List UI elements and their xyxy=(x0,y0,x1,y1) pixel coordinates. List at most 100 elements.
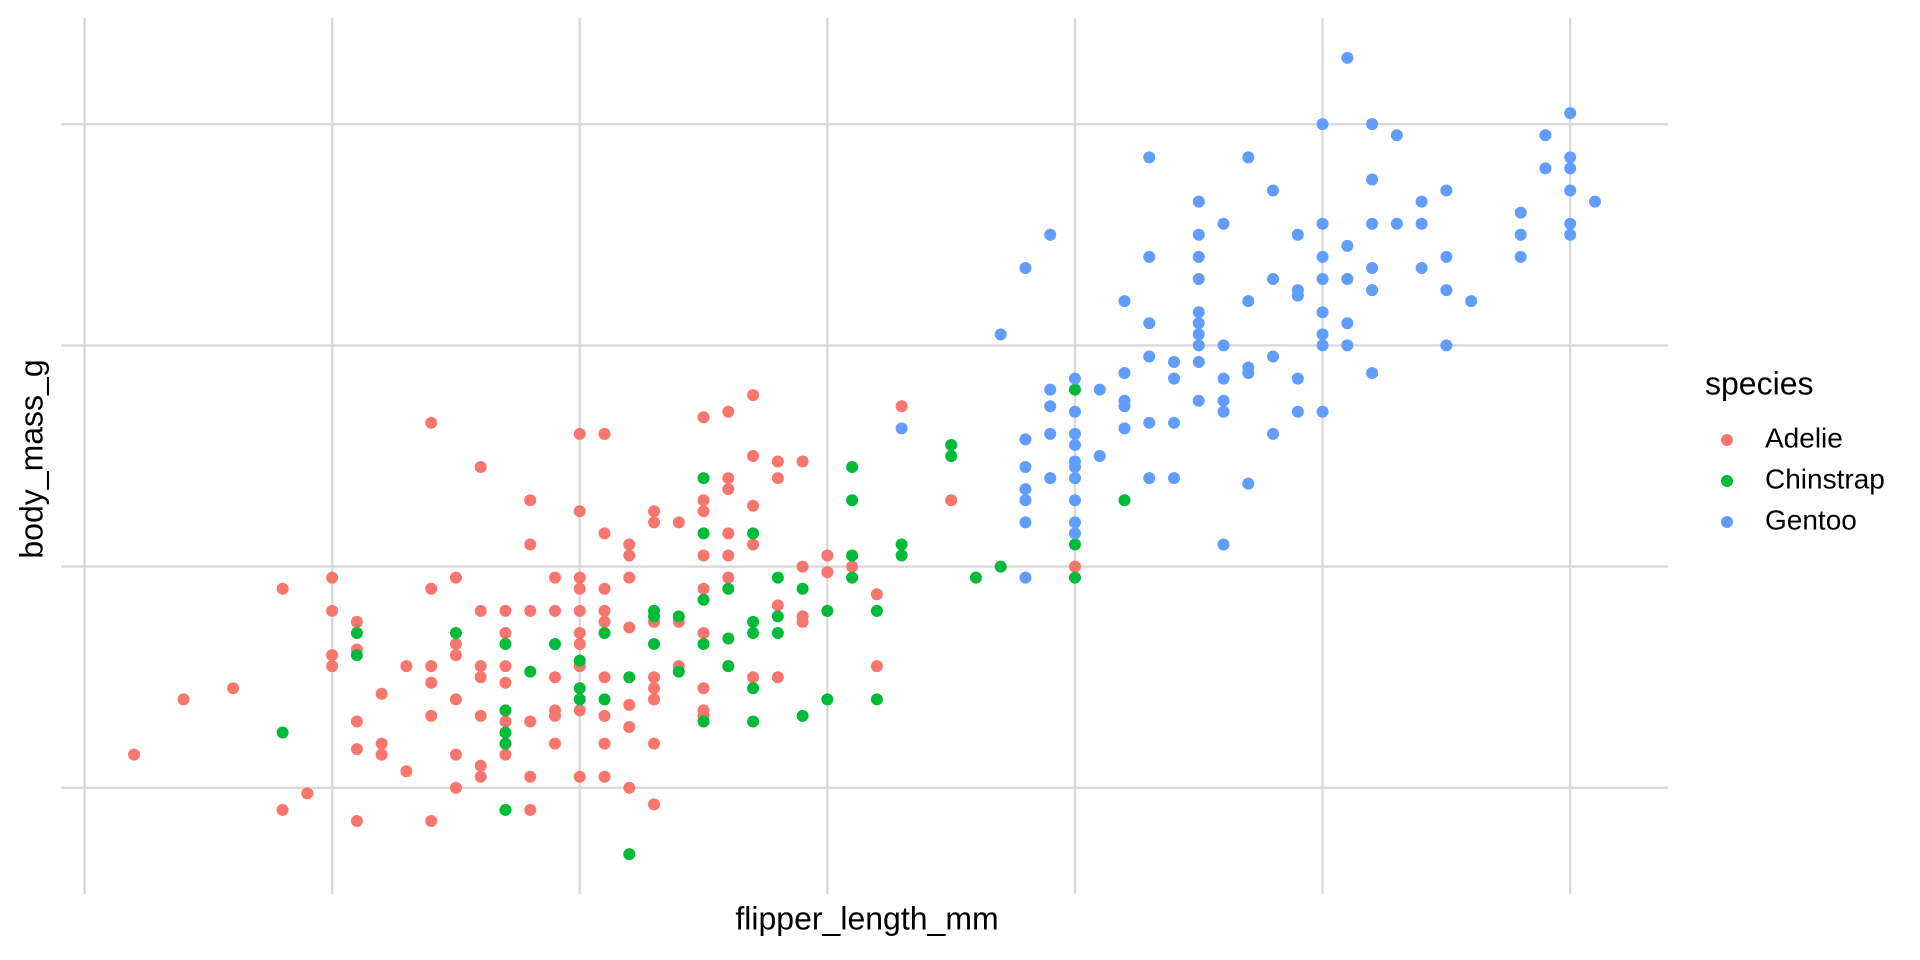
point xyxy=(276,726,289,739)
point xyxy=(771,472,784,485)
point xyxy=(350,743,363,756)
point xyxy=(474,709,487,722)
point xyxy=(425,815,438,827)
point xyxy=(1217,339,1230,352)
point xyxy=(326,604,339,617)
point xyxy=(1143,317,1156,330)
point xyxy=(350,649,363,662)
point xyxy=(796,582,809,595)
point xyxy=(1168,416,1181,429)
point xyxy=(227,682,240,695)
point xyxy=(846,571,859,584)
point xyxy=(598,671,611,684)
point xyxy=(1390,129,1403,142)
point xyxy=(1168,355,1181,368)
point xyxy=(1068,516,1081,529)
point xyxy=(1366,217,1379,230)
point xyxy=(722,483,735,496)
point xyxy=(425,709,438,722)
point xyxy=(697,626,710,639)
point xyxy=(1192,273,1205,286)
point xyxy=(1539,129,1552,142)
point xyxy=(499,604,512,617)
point xyxy=(648,737,661,750)
point xyxy=(449,626,462,639)
point xyxy=(1366,173,1379,186)
point xyxy=(375,687,388,700)
legend-title: species xyxy=(1705,365,1814,401)
point xyxy=(499,626,512,639)
point xyxy=(870,693,883,706)
point xyxy=(375,748,388,761)
point xyxy=(499,638,512,651)
point xyxy=(1242,151,1255,164)
point xyxy=(648,693,661,706)
point xyxy=(771,455,784,468)
point xyxy=(1514,250,1527,263)
point xyxy=(697,582,710,595)
point xyxy=(648,682,661,695)
point xyxy=(1068,560,1081,573)
point xyxy=(846,494,859,507)
point xyxy=(573,626,586,639)
point xyxy=(1217,405,1230,418)
point xyxy=(499,748,512,761)
point xyxy=(449,649,462,662)
point xyxy=(1044,427,1057,440)
point xyxy=(1316,118,1329,131)
point xyxy=(672,516,685,529)
point xyxy=(499,676,512,689)
point xyxy=(747,538,760,551)
point xyxy=(623,571,636,584)
point xyxy=(350,626,363,639)
point xyxy=(821,693,834,706)
legend-marker xyxy=(1721,475,1733,487)
legend-marker xyxy=(1721,434,1733,446)
point xyxy=(623,781,636,794)
point xyxy=(846,461,859,474)
point xyxy=(1242,367,1255,380)
point xyxy=(449,748,462,761)
point xyxy=(1366,367,1379,380)
point xyxy=(796,455,809,468)
point xyxy=(1044,228,1057,241)
point xyxy=(1316,328,1329,341)
point xyxy=(1019,461,1032,474)
point xyxy=(598,737,611,750)
point xyxy=(1291,372,1304,385)
point xyxy=(747,671,760,684)
point xyxy=(1564,217,1577,230)
point xyxy=(350,615,363,628)
point xyxy=(672,665,685,678)
point xyxy=(573,571,586,584)
point xyxy=(1217,217,1230,230)
point xyxy=(1514,228,1527,241)
point xyxy=(697,494,710,507)
point xyxy=(1192,317,1205,330)
point xyxy=(1192,195,1205,208)
point xyxy=(573,427,586,440)
point xyxy=(1068,472,1081,485)
point xyxy=(648,638,661,651)
point xyxy=(722,527,735,540)
point xyxy=(598,582,611,595)
point xyxy=(474,660,487,673)
point xyxy=(499,803,512,816)
point xyxy=(1044,400,1057,413)
point xyxy=(1019,433,1032,446)
point xyxy=(128,748,141,761)
point xyxy=(697,505,710,518)
point xyxy=(1192,228,1205,241)
point xyxy=(648,505,661,518)
point xyxy=(1267,273,1280,286)
point xyxy=(1143,250,1156,263)
point xyxy=(598,693,611,706)
point xyxy=(1118,367,1131,380)
point xyxy=(548,671,561,684)
point xyxy=(598,615,611,628)
point xyxy=(425,660,438,673)
point xyxy=(573,582,586,595)
point xyxy=(945,494,958,507)
point xyxy=(1093,450,1106,462)
point xyxy=(1093,383,1106,396)
